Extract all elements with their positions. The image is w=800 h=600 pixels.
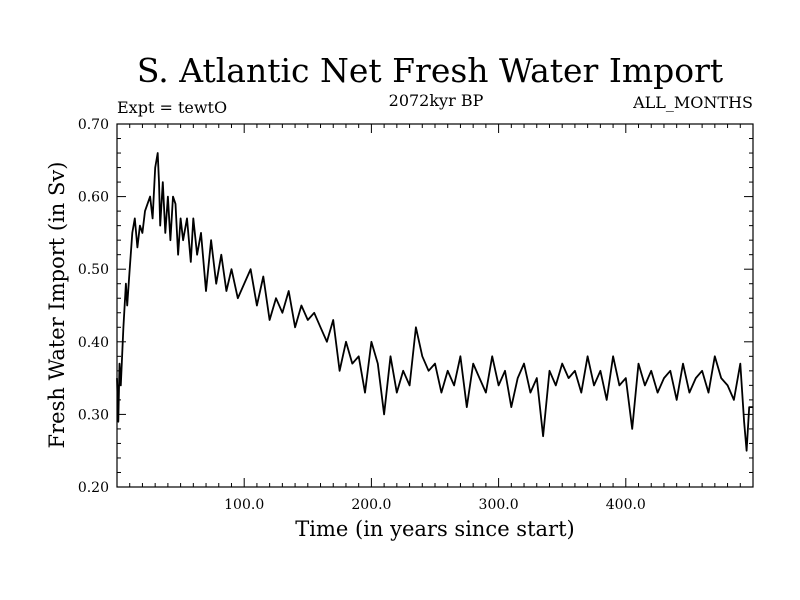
axis-tick-labels: 100.0 200.0 300.0 400.0 0.20 0.30 0.40 0.50 0.60… [78, 117, 646, 513]
x-tick-label: 200.0 [351, 497, 391, 513]
y-tick-label: 0.60 [78, 190, 109, 206]
x-tick-label: 300.0 [479, 497, 519, 513]
subtitle-months: ALL_MONTHS [632, 93, 753, 112]
y-tick-label: 0.70 [78, 117, 109, 133]
x-axis-label: Time (in years since start) [295, 517, 574, 541]
axis-ticks [117, 124, 753, 487]
y-axis-label: Fresh Water Import (in Sv) [45, 162, 69, 449]
series-line [116, 152, 753, 452]
subtitle-date: 2072kyr BP [389, 91, 484, 110]
chart-title: S. Atlantic Net Fresh Water Import [137, 51, 723, 90]
x-tick-label: 400.0 [606, 497, 646, 513]
subtitle-experiment: Expt = tewtO [117, 98, 227, 117]
y-tick-label: 0.20 [78, 480, 109, 496]
y-tick-label: 0.50 [78, 262, 109, 278]
y-tick-label: 0.40 [78, 335, 109, 351]
plot-frame [116, 123, 754, 488]
y-tick-label: 0.30 [78, 407, 109, 423]
x-tick-label: 100.0 [224, 497, 264, 513]
